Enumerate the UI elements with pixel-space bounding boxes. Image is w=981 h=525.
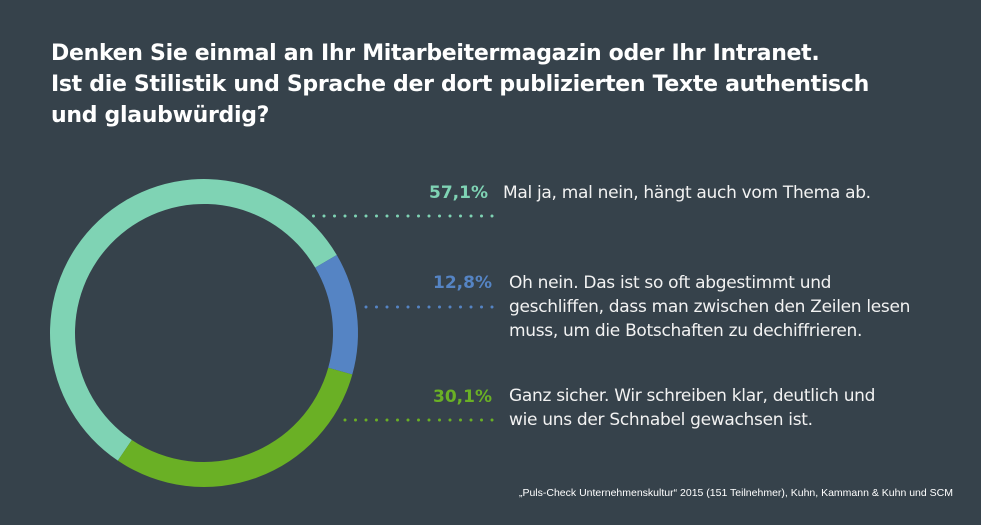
- leader-line: [343, 418, 494, 422]
- leader-line: [312, 214, 494, 218]
- slice-label: Mal ja, mal nein, hängt auch vom Thema a…: [503, 181, 871, 205]
- leader-line: [364, 305, 494, 309]
- donut-slice: [50, 179, 337, 461]
- slice-label-line: Oh nein. Das ist so oft abgestimmt und: [509, 273, 832, 293]
- donut-slice: [117, 367, 353, 487]
- donut-slice: [315, 254, 358, 375]
- slice-label-line: geschliffen, dass man zwischen den Zeile…: [509, 297, 911, 317]
- slice-percent-label: 57,1%: [429, 183, 488, 203]
- slice-label-line: Mal ja, mal nein, hängt auch vom Thema a…: [503, 183, 871, 203]
- title-line: und glaubwürdig?: [51, 103, 270, 128]
- slice-percent-label: 30,1%: [433, 387, 492, 407]
- slice-label-line: muss, um die Botschaften zu dechiffriere…: [509, 321, 863, 341]
- slice-label-line: Ganz sicher. Wir schreiben klar, deutlic…: [509, 386, 876, 406]
- slice-label: Ganz sicher. Wir schreiben klar, deutlic…: [509, 384, 875, 432]
- chart-title: Denken Sie einmal an Ihr Mitarbeitermaga…: [51, 38, 869, 131]
- slice-percent-label: 12,8%: [433, 273, 492, 293]
- slice-label: Oh nein. Das ist so oft abgestimmt und g…: [509, 271, 910, 343]
- title-line: Denken Sie einmal an Ihr Mitarbeitermaga…: [51, 41, 820, 66]
- source-note: „Puls-Check Unternehmenskultur“ 2015 (15…: [518, 487, 953, 499]
- title-line: Ist die Stilistik und Sprache der dort p…: [51, 72, 869, 97]
- slice-label-line: wie uns der Schnabel gewachsen ist.: [509, 410, 813, 430]
